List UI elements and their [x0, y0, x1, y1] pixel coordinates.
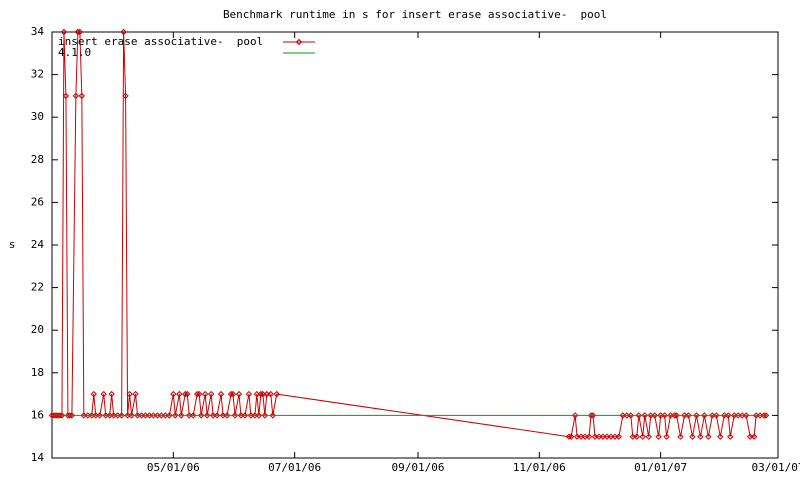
data-point — [74, 28, 82, 36]
data-point — [663, 433, 670, 440]
data-point — [108, 390, 115, 398]
data-point — [90, 390, 97, 398]
data-point — [645, 433, 652, 440]
x-tick-label: 11/01/06 — [513, 461, 566, 474]
data-point — [565, 433, 573, 440]
data-point — [573, 433, 581, 440]
data-point — [611, 433, 619, 440]
data-point — [263, 390, 271, 398]
y-tick-label: 24 — [31, 238, 45, 251]
data-point — [717, 433, 724, 440]
data-point — [245, 390, 253, 398]
y-tick-label: 32 — [31, 68, 44, 81]
data-point — [170, 390, 177, 398]
data-point — [615, 433, 623, 440]
data-point — [567, 433, 575, 440]
data-point — [229, 390, 237, 398]
data-point — [603, 433, 611, 440]
y-tick-label: 20 — [31, 323, 44, 336]
data-point — [581, 433, 589, 440]
data-point — [697, 433, 704, 440]
data-point — [273, 390, 280, 398]
data-point — [100, 390, 107, 398]
y-tick-label: 14 — [31, 451, 45, 464]
legend-label: insert erase associative- pool — [58, 35, 263, 48]
data-point — [217, 390, 225, 398]
data-point — [132, 390, 139, 398]
data-point — [689, 433, 696, 440]
data-point — [193, 390, 201, 398]
data-point — [585, 433, 593, 440]
data-point — [655, 433, 662, 440]
data-point — [120, 28, 127, 36]
chart-title: Benchmark runtime in s for insert erase … — [223, 8, 607, 21]
data-point — [607, 433, 615, 440]
y-tick-label: 34 — [31, 25, 45, 38]
data-point — [639, 433, 646, 440]
y-tick-label: 26 — [31, 195, 44, 208]
y-tick-label: 28 — [31, 153, 44, 166]
data-point — [78, 92, 86, 100]
data-point — [176, 390, 183, 398]
series-line — [52, 31, 767, 438]
x-tick-label: 01/01/07 — [634, 461, 687, 474]
data-point — [235, 390, 243, 398]
x-tick-label: 07/01/06 — [268, 461, 321, 474]
data-point — [259, 390, 267, 398]
y-tick-label: 16 — [31, 408, 44, 421]
x-tick-label: 03/01/07 — [752, 461, 800, 474]
y-tick-label: 30 — [31, 110, 44, 123]
data-point — [577, 433, 585, 440]
data-point — [253, 390, 261, 398]
data-point — [201, 390, 209, 398]
data-point — [76, 28, 84, 36]
legend-marker — [295, 38, 303, 46]
data-point — [750, 433, 758, 440]
y-tick-label: 22 — [31, 281, 44, 294]
x-tick-label: 09/01/06 — [391, 461, 444, 474]
data-point — [227, 390, 235, 398]
data-point — [62, 92, 70, 100]
x-tick-label: 05/01/06 — [147, 461, 200, 474]
plot-frame — [51, 31, 779, 459]
data-point — [727, 433, 734, 440]
data-point — [195, 390, 203, 398]
data-point — [122, 92, 129, 100]
y-tick-label: 18 — [31, 366, 44, 379]
y-axis-label: s — [9, 238, 16, 251]
data-point — [629, 433, 637, 440]
data-point — [184, 390, 191, 398]
data-point — [762, 412, 770, 419]
legend-label: 4.1.0 — [58, 46, 91, 59]
data-point — [705, 433, 712, 440]
data-point — [760, 412, 768, 419]
data-point — [267, 390, 275, 398]
data-point — [595, 433, 603, 440]
data-point — [591, 433, 599, 440]
data-point — [257, 390, 265, 398]
data-point — [72, 92, 80, 100]
data-point — [677, 433, 684, 440]
data-point — [126, 390, 133, 398]
data-point — [182, 390, 189, 398]
data-point — [746, 433, 754, 440]
data-point — [633, 433, 640, 440]
data-point — [60, 28, 68, 36]
data-point — [207, 390, 215, 398]
data-point — [599, 433, 607, 440]
